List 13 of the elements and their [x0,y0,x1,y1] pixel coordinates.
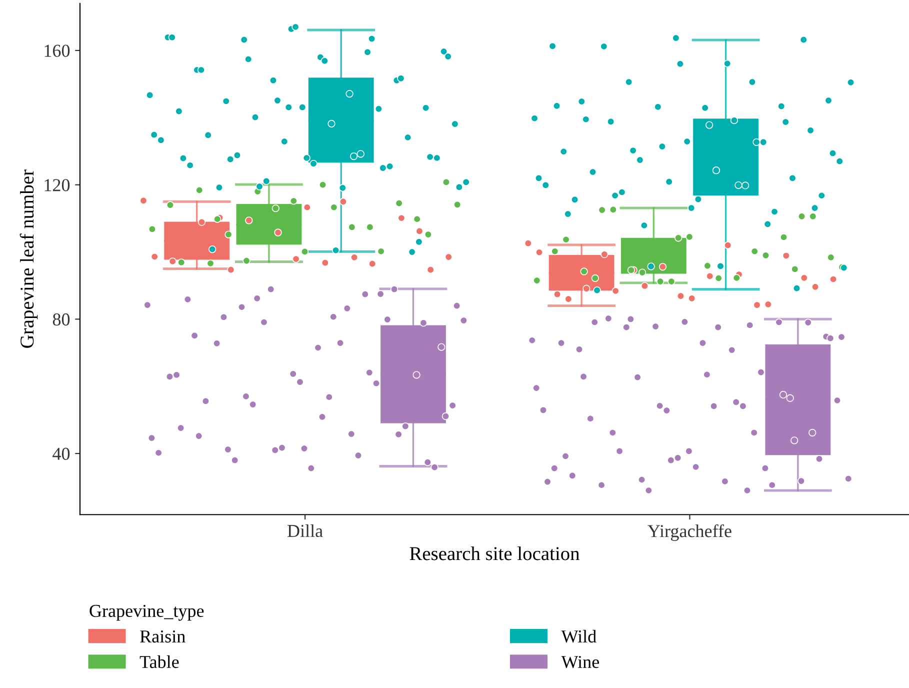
y-tick-label: 120 [44,179,70,192]
legend-label: Table [140,655,179,668]
x-tick-label: Yirgacheffe [648,524,732,541]
y-tick-label: 160 [44,44,70,57]
y-tick-label: 40 [52,448,70,460]
legend-label: Raisin [140,630,186,643]
legend-label: Wine [561,656,599,668]
x-tick-label: Dilla [288,524,323,538]
x-axis-title: Research site location [410,546,580,560]
legend-title: Grapevine_type [90,604,204,621]
y-tick-label: 80 [52,313,70,326]
y-axis-title: Grapevine leaf number [20,170,38,348]
legend-label: Wild [561,630,596,643]
